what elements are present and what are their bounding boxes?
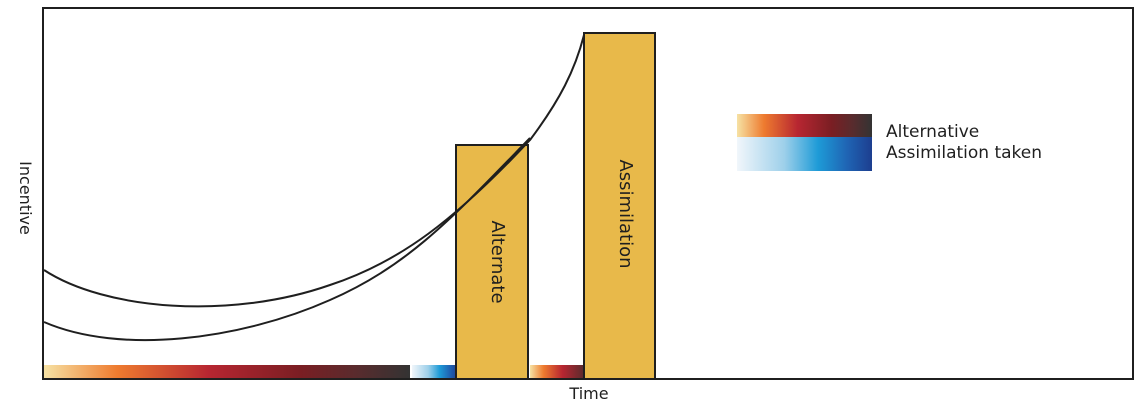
alternate-bar xyxy=(455,144,529,380)
y-axis-label: Incentive xyxy=(16,161,35,235)
curve-lower xyxy=(43,137,531,342)
legend: Alternative Assimilation taken xyxy=(737,114,1042,171)
assimilation-strip xyxy=(412,365,458,378)
curve-upper xyxy=(43,34,585,308)
assimilation-bar xyxy=(583,32,656,380)
assimilation-bar-label: Assimilation xyxy=(615,159,636,268)
legend-swatch-assimilation xyxy=(737,137,872,171)
alternative-strip-long xyxy=(44,365,410,378)
alternate-bar-label: Alternate xyxy=(487,220,508,303)
alternative-strip-short xyxy=(530,365,584,378)
legend-label-alternative: Alternative xyxy=(886,122,979,142)
x-axis-label: Time xyxy=(568,384,608,403)
legend-label-assimilation: Assimilation taken xyxy=(886,143,1042,163)
